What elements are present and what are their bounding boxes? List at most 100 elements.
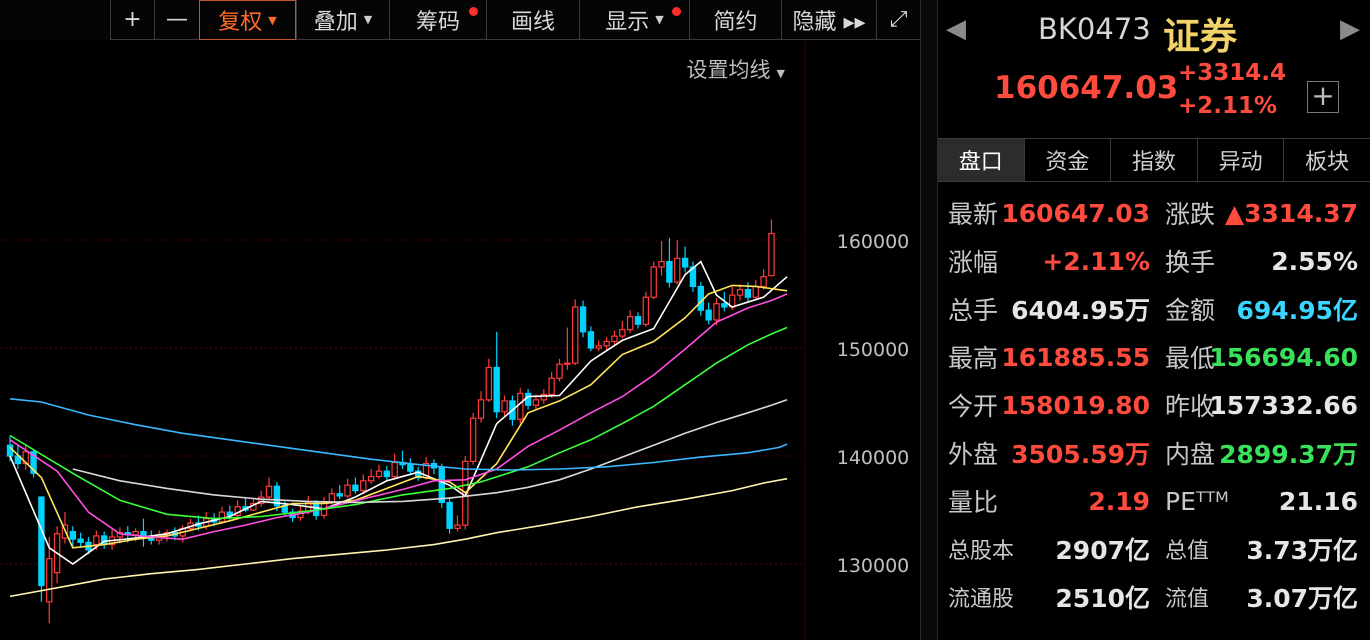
display-label: 显示 (605, 9, 650, 35)
hide-label: 隐藏 ▸▸ (792, 9, 866, 35)
tab-funds[interactable]: 资金 (1023, 139, 1111, 181)
candle-body (524, 392, 532, 406)
candle-body (30, 451, 37, 474)
previous-stock-icon[interactable]: ◀ (946, 14, 966, 44)
candle-body (642, 296, 650, 325)
tab-sector[interactable]: 板块 (1283, 139, 1370, 181)
candle-body (312, 501, 320, 517)
candle-body (493, 366, 500, 413)
hide-button[interactable]: 隐藏 ▸▸ (781, 0, 876, 40)
quote-label: 最低 (1165, 344, 1216, 373)
candle-body (375, 470, 383, 478)
quote-row: 今开 158019.80 昨收 157332.66 (938, 382, 1370, 428)
tab-order-book[interactable]: 盘口 (938, 139, 1024, 181)
adjust-rights-label: 复权 (218, 10, 263, 35)
quote-label: 最新 (948, 200, 999, 229)
sector-name: 证券 (1163, 15, 1237, 58)
quote-label: 流值 (1165, 587, 1210, 612)
y-tick-label: 130000 (837, 555, 910, 577)
candle-body (744, 289, 752, 298)
add-watchlist-icon[interactable]: + (1307, 81, 1339, 113)
quote-label: 最高 (948, 344, 999, 373)
kline-chart-area[interactable]: 160000 150000 140000 130000 设置均线 ▼ (0, 41, 920, 640)
candle-body (532, 399, 540, 406)
overlay-button[interactable]: 叠加 ▼ (296, 0, 389, 40)
moving-average-line (9, 326, 788, 520)
fullscreen-icon: ⤢ (889, 7, 908, 32)
quote-value: 160647.03 (1001, 198, 1150, 228)
candle-body (579, 306, 587, 333)
quote-value: 21.16 (1278, 486, 1358, 516)
quote-value: 156694.60 (1209, 342, 1358, 372)
candle-body (587, 331, 595, 349)
chips-button[interactable]: 筹码 (389, 0, 486, 40)
kline-chart[interactable]: 160000 150000 140000 130000 (0, 41, 920, 640)
zoom-in-button[interactable]: + (110, 0, 154, 40)
quote-row: 最高 161885.55 最低 156694.60 (938, 334, 1370, 380)
candle-body (265, 485, 273, 498)
candle-body (760, 276, 767, 288)
moving-average-line (9, 398, 788, 471)
moving-average-line (9, 260, 788, 565)
candle-body (634, 316, 642, 325)
quote-label: 昨收 (1165, 392, 1216, 421)
candle-body (713, 303, 720, 321)
panel-divider[interactable] (920, 0, 938, 640)
quote-panel: ◀ BK0473 证券 ▶ 160647.03 +3314.4 +2.11% +… (938, 0, 1370, 640)
candle-body (501, 400, 508, 413)
quote-row: 流通股 2510亿 流值 3.07万亿 (938, 574, 1370, 620)
zoom-out-button[interactable]: — (154, 0, 199, 40)
overlay-label: 叠加 (313, 9, 358, 35)
display-button[interactable]: 显示 ▼ (579, 0, 689, 40)
candle-body (571, 306, 579, 364)
quote-value: 2510亿 (1055, 584, 1150, 613)
candle-body (697, 285, 705, 311)
candle-body (721, 303, 728, 308)
quote-label: 金额 (1165, 296, 1216, 325)
quote-label: 涨幅 (948, 248, 999, 277)
price-change-pct: +2.11% (1178, 93, 1278, 119)
quote-label: PEᵀᵀᴹ (1165, 486, 1229, 516)
next-stock-icon[interactable]: ▶ (1340, 14, 1360, 44)
candle-body (46, 557, 53, 603)
candle-body (752, 285, 759, 298)
chevron-down-icon: ▼ (268, 13, 277, 27)
candle-body (218, 511, 226, 523)
price-change: +3314.4 (1178, 60, 1287, 86)
candle-body (69, 531, 76, 540)
candle-body (383, 470, 391, 478)
quote-label: 今开 (948, 392, 999, 421)
candle-body (768, 232, 775, 277)
candle-body (556, 363, 563, 379)
ma-setting-label: 设置均线 (686, 58, 771, 82)
tab-index[interactable]: 指数 (1110, 139, 1197, 181)
quote-value: 157332.66 (1209, 390, 1358, 420)
draw-line-label: 画线 (510, 9, 555, 35)
candle-body (736, 289, 744, 296)
quote-value: 3.07万亿 (1246, 584, 1358, 613)
adjust-rights-button[interactable]: 复权 ▼ (199, 0, 296, 40)
candle-body (603, 340, 610, 347)
quote-value: 158019.80 (1001, 390, 1150, 420)
candle-body (674, 257, 681, 283)
candle-body (689, 266, 697, 288)
tab-movement[interactable]: 异动 (1196, 139, 1284, 181)
candle-body (391, 461, 398, 478)
quote-value: 2.55% (1271, 246, 1358, 276)
quote-label: 量比 (948, 488, 999, 517)
candle-body (344, 484, 351, 497)
candle-body (446, 501, 453, 529)
draw-line-button[interactable]: 画线 (486, 0, 579, 40)
quote-label: 外盘 (948, 440, 999, 469)
candle-body (658, 261, 665, 268)
quote-row: 总股本 2907亿 总值 3.73万亿 (938, 526, 1370, 572)
simple-mode-button[interactable]: 简约 (689, 0, 781, 40)
current-price: 160647.03 (994, 70, 1179, 106)
candle-body (352, 484, 359, 492)
chevron-down-icon: ▼ (655, 13, 664, 26)
candle-body (681, 257, 689, 268)
fullscreen-button[interactable]: ⤢ (876, 0, 920, 40)
candle-body (485, 366, 493, 401)
candle-body (258, 496, 265, 505)
ma-setting-dropdown[interactable]: 设置均线 ▼ (687, 54, 785, 84)
